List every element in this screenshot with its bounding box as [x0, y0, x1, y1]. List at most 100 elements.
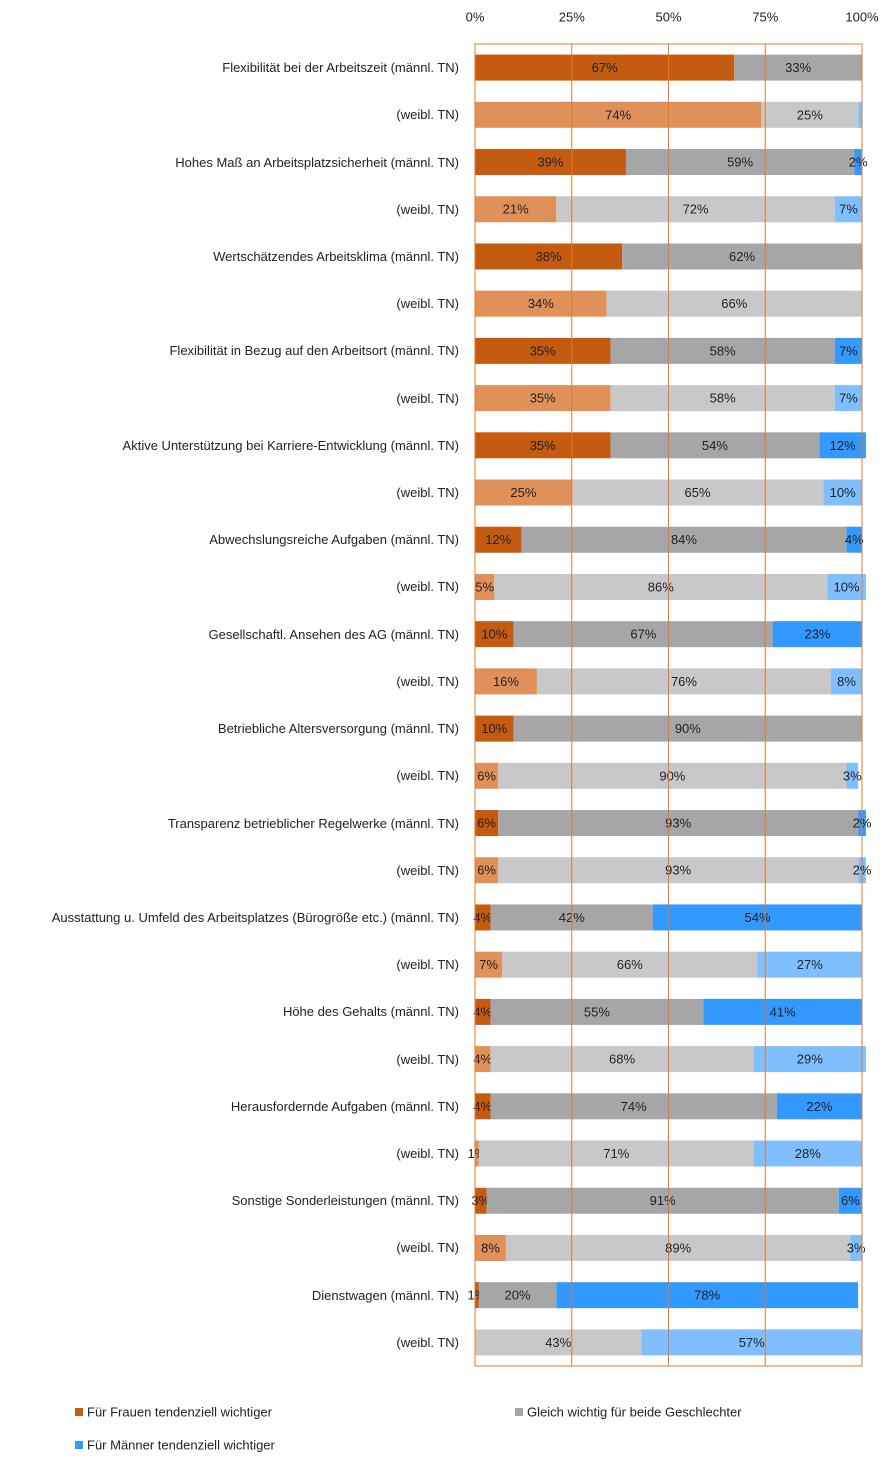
category-label: (weibl. TN) — [396, 957, 459, 973]
bar-segment — [513, 621, 773, 648]
category-label: (weibl. TN) — [396, 862, 459, 878]
category-label: Höhe des Gehalts (männl. TN) — [282, 1004, 459, 1020]
data-label: 7% — [839, 343, 858, 358]
bar-segment — [641, 1329, 862, 1356]
category-label: (weibl. TN) — [396, 296, 459, 312]
data-label: 20% — [505, 1288, 531, 1303]
bar-segment — [502, 951, 758, 978]
bar-segment — [850, 1234, 862, 1261]
data-label: 84% — [671, 532, 697, 547]
data-label: 7% — [839, 202, 858, 217]
data-label: 65% — [685, 485, 711, 500]
category-label: Betriebliche Altersversorgung (männl. TN… — [217, 721, 459, 737]
data-label: 93% — [665, 863, 691, 878]
data-label: 4% — [845, 532, 864, 547]
bar-segment — [475, 432, 611, 459]
category-label: (weibl. TN) — [396, 107, 459, 123]
category-label: Aktive Unterstützung bei Karriere-Entwic… — [122, 437, 459, 453]
category-label: (weibl. TN) — [396, 1146, 459, 1162]
data-label: 43% — [545, 1335, 571, 1350]
bar-segment — [831, 668, 862, 695]
bar-segment — [475, 385, 611, 412]
category-label: (weibl. TN) — [396, 1051, 459, 1067]
data-label: 35% — [530, 438, 556, 453]
bar-segment — [475, 290, 607, 317]
bar-segment — [494, 573, 828, 600]
category-label: Dienstwagen (männl. TN) — [311, 1287, 459, 1303]
bar-segment — [475, 1329, 642, 1356]
bar-segment — [703, 998, 862, 1025]
bar-segment — [475, 1282, 479, 1309]
data-label: 39% — [537, 154, 563, 169]
bar-segment — [556, 1282, 859, 1309]
bar-segment — [854, 149, 862, 176]
x-tick-label: 50% — [655, 9, 681, 24]
bar-segment — [475, 668, 537, 695]
legend-swatch — [75, 1441, 83, 1449]
bar-segment — [475, 573, 495, 600]
bar-segment — [478, 1140, 754, 1167]
data-label: 67% — [592, 60, 618, 75]
category-label: Flexibilität bei der Arbeitszeit (männl.… — [222, 60, 459, 76]
data-label: 71% — [603, 1146, 629, 1161]
data-label: 4% — [473, 1099, 492, 1114]
data-label: 59% — [727, 154, 753, 169]
bar-segment — [846, 526, 862, 553]
data-label: 58% — [710, 343, 736, 358]
bar-segment — [823, 479, 862, 506]
category-label: Flexibilität in Bezug auf den Arbeitsort… — [169, 343, 459, 359]
bar-segment — [490, 998, 704, 1025]
data-label: 41% — [770, 1004, 796, 1019]
bar-segment — [475, 621, 514, 648]
legend-swatch — [515, 1408, 523, 1416]
category-label: (weibl. TN) — [396, 1240, 459, 1256]
bar-segment — [475, 243, 623, 270]
bar-segment — [475, 998, 491, 1025]
data-label: 55% — [584, 1004, 610, 1019]
category-label: Ausstattung u. Umfeld des Arbeitsplatzes… — [51, 909, 459, 925]
bar-segment — [475, 762, 499, 789]
bar-segment — [610, 337, 835, 364]
category-label: (weibl. TN) — [396, 579, 459, 595]
bar-segment — [505, 1234, 851, 1261]
data-label: 25% — [797, 107, 823, 122]
data-label: 86% — [648, 579, 674, 594]
bar-segment — [858, 101, 862, 128]
bar-segment — [610, 385, 835, 412]
data-label: 2% — [849, 154, 868, 169]
data-label: 34% — [528, 296, 554, 311]
bar-segment — [834, 337, 862, 364]
bar-segment — [757, 951, 862, 978]
bar-segment — [776, 1093, 862, 1120]
bar-segment — [653, 904, 862, 931]
bar-segment — [498, 762, 847, 789]
plot-border — [474, 43, 863, 1367]
data-label: 66% — [617, 957, 643, 972]
data-label: 6% — [477, 863, 496, 878]
bar-segment — [846, 762, 859, 789]
bar-segment — [761, 101, 859, 128]
x-tick-label: 100% — [845, 9, 879, 24]
data-label: 90% — [675, 721, 701, 736]
bar-segment — [625, 149, 855, 176]
bar-segment — [475, 1140, 479, 1167]
bar-segment — [498, 857, 859, 884]
data-label: 89% — [665, 1240, 691, 1255]
data-label: 6% — [477, 768, 496, 783]
bar-segment — [556, 196, 835, 223]
bar-segment — [490, 1093, 777, 1120]
data-label: 10% — [481, 627, 507, 642]
x-tick-label: 75% — [752, 9, 778, 24]
bar-segment — [475, 715, 514, 742]
data-label: 91% — [650, 1193, 676, 1208]
bar-segment — [772, 621, 862, 648]
data-label: 6% — [841, 1193, 860, 1208]
data-label: 3% — [471, 1193, 490, 1208]
bar-segment — [834, 385, 862, 412]
bar-segment — [475, 526, 522, 553]
legend-swatch — [75, 1408, 83, 1416]
legend-label: Für Frauen tendenziell wichtiger — [87, 1404, 273, 1419]
data-label: 57% — [739, 1335, 765, 1350]
data-label: 74% — [621, 1099, 647, 1114]
